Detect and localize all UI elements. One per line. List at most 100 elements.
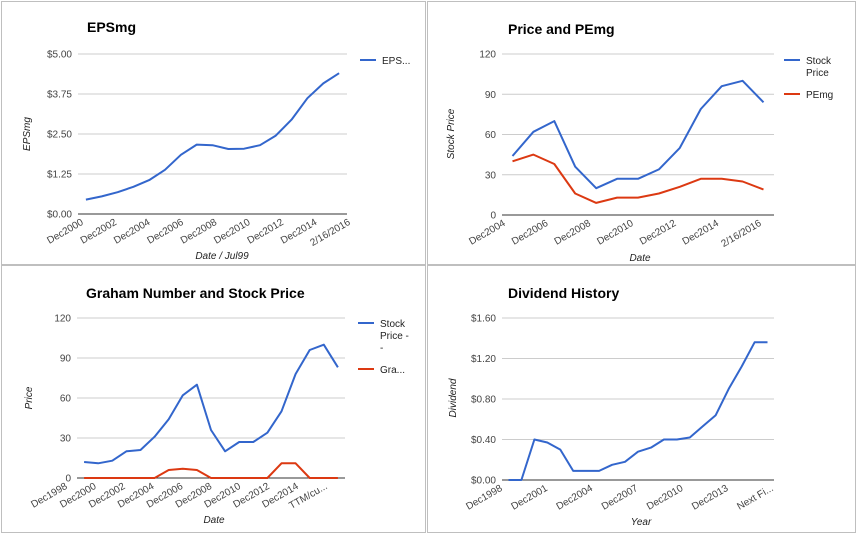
data-point <box>308 476 311 479</box>
x-tick-label: Next Fi... <box>735 483 775 513</box>
data-point <box>762 101 765 104</box>
data-point <box>179 153 182 156</box>
data-point <box>181 467 184 470</box>
data-point <box>308 348 311 351</box>
data-point <box>252 440 255 443</box>
data-point <box>227 147 230 150</box>
data-point <box>100 195 103 198</box>
data-point <box>753 341 756 344</box>
series-line <box>511 79 765 190</box>
x-axis-label: Date <box>203 515 225 526</box>
data-point <box>153 435 156 438</box>
data-point <box>266 431 269 434</box>
legend-label: Price - <box>380 331 409 342</box>
x-tick-label: Dec2014 <box>681 218 722 248</box>
y-tick-label: 90 <box>60 354 72 365</box>
data-point <box>636 177 639 180</box>
data-point <box>153 476 156 479</box>
x-tick-label: Dec2008 <box>553 218 594 248</box>
y-tick-label: $0.00 <box>471 476 496 487</box>
data-point <box>336 476 339 479</box>
x-tick-label: Dec2012 <box>246 217 287 247</box>
data-point <box>111 459 114 462</box>
data-point <box>322 82 325 85</box>
y-tick-label: 120 <box>54 314 71 325</box>
series-line <box>508 341 768 481</box>
data-point <box>139 448 142 451</box>
data-point <box>636 450 639 453</box>
data-point <box>766 341 769 344</box>
data-point <box>762 188 765 191</box>
data-point <box>258 144 261 147</box>
data-point <box>209 428 212 431</box>
chart-panel-dividend: Dividend History $0.00 $0.40 $0.80 $1.20 $1.6… <box>427 265 856 533</box>
y-tick-label: $3.75 <box>47 90 72 101</box>
legend-label: Stock <box>806 56 832 67</box>
x-tick-label: Dec2004 <box>467 218 508 248</box>
data-point <box>97 476 100 479</box>
data-point <box>84 198 87 201</box>
x-tick-label: Dec2004 <box>555 483 596 513</box>
data-point <box>511 154 514 157</box>
y-tick-label: $5.00 <box>47 50 72 61</box>
x-tick-label: Dec2001 <box>509 483 550 513</box>
data-point <box>195 383 198 386</box>
y-axis-label: Price <box>24 386 35 409</box>
data-point <box>740 365 743 368</box>
y-tick-label: $2.50 <box>47 130 72 141</box>
data-point <box>688 436 691 439</box>
series-line <box>85 72 340 201</box>
x-tick-label: Dec1998 <box>464 483 505 513</box>
legend-label: Gra... <box>380 365 405 376</box>
data-point <box>224 450 227 453</box>
x-tick-label: Dec2010 <box>595 218 636 248</box>
chart-epsmg: EPSmg$0.00$1.25$2.50$3.75$5.00Dec2000Dec… <box>22 19 410 262</box>
data-point <box>574 192 577 195</box>
x-tick-label: Dec2010 <box>645 483 686 513</box>
data-point <box>336 366 339 369</box>
y-tick-label: $0.40 <box>471 435 496 446</box>
x-axis-label: Date <box>629 253 651 264</box>
data-point <box>595 187 598 190</box>
data-point <box>678 185 681 188</box>
data-point <box>553 120 556 123</box>
x-tick-label: Dec2006 <box>145 217 186 247</box>
data-point <box>678 146 681 149</box>
y-tick-label: 30 <box>60 434 72 445</box>
y-tick-label: 60 <box>60 394 72 405</box>
x-tick-label: Dec2010 <box>212 217 253 247</box>
data-point <box>181 394 184 397</box>
y-tick-label: $1.25 <box>47 170 72 181</box>
data-point <box>657 168 660 171</box>
chart-panel-epsmg: EPSmg $0.00 $1.25 $2.50 $3.75 $5.00 Dec2000 Dec… <box>1 1 426 265</box>
data-point <box>306 97 309 100</box>
y-tick-label: 60 <box>485 130 497 141</box>
data-point <box>338 72 341 75</box>
y-tick-label: 30 <box>485 170 497 181</box>
data-point <box>224 476 227 479</box>
data-point <box>125 476 128 479</box>
data-point <box>294 372 297 375</box>
x-tick-label: Dec2008 <box>179 217 220 247</box>
series-line <box>84 462 338 479</box>
data-point <box>546 441 549 444</box>
data-point <box>520 478 523 481</box>
y-tick-label: $1.60 <box>471 314 496 325</box>
data-point <box>533 438 536 441</box>
x-tick-label: Dec2004 <box>112 217 153 247</box>
data-point <box>209 476 212 479</box>
data-point <box>83 476 86 479</box>
data-point <box>559 448 562 451</box>
data-point <box>662 438 665 441</box>
data-point <box>290 118 293 121</box>
data-point <box>720 177 723 180</box>
chart-panel-price-pemg: Price and PEmg 0 30 60 90 120 Dec2004 Dec2006 De… <box>427 1 856 265</box>
data-point <box>139 476 142 479</box>
data-point <box>322 343 325 346</box>
data-point <box>148 179 151 182</box>
data-point <box>532 130 535 133</box>
y-tick-label: 0 <box>65 474 71 485</box>
series-line <box>84 343 339 465</box>
data-point <box>741 180 744 183</box>
data-point <box>116 191 119 194</box>
